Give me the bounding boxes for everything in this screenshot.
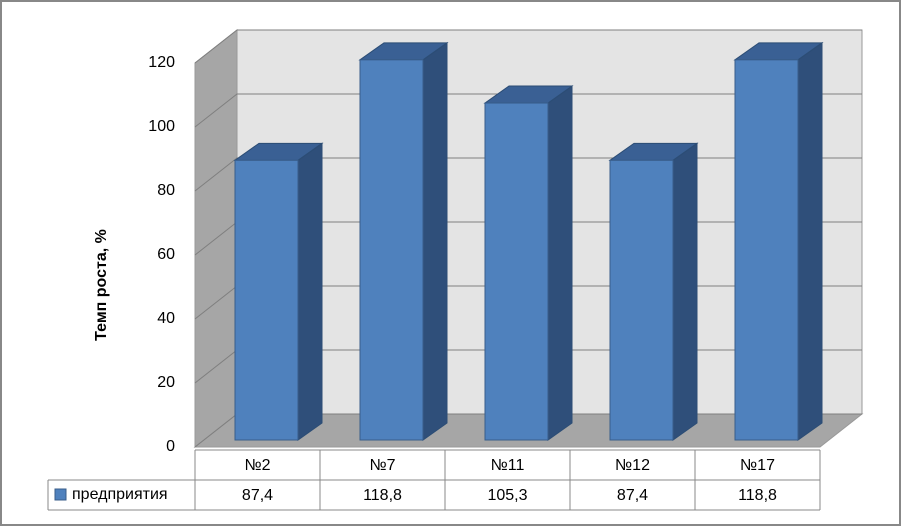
bar [608,142,699,441]
bar-front [234,159,299,441]
y-tick-label: 40 [157,310,175,327]
bar-side [297,142,323,441]
table-value: 105,3 [487,487,527,504]
bar-front [484,102,549,441]
y-tick-label: 20 [157,374,175,391]
table-value: 87,4 [617,487,648,504]
bar [733,41,824,441]
bar [233,142,324,441]
bar [358,41,449,441]
table-value: 118,8 [738,487,777,504]
grid-line [194,29,862,64]
x-tick-label: №12 [615,457,650,474]
legend-key [54,488,67,501]
legend-label: предприятия [72,486,168,503]
table-value: 87,4 [242,487,273,504]
bar-side [422,41,448,441]
bar-front [359,59,424,441]
table-value: 118,8 [363,487,402,504]
x-tick-label: №17 [740,457,775,474]
y-tick-label: 120 [148,54,175,71]
x-tick-label: №2 [244,457,270,474]
bar [483,85,574,441]
y-tick-label: 60 [157,246,175,263]
bar-side [797,41,823,441]
bar-front [609,159,674,441]
bar-front [734,59,799,441]
y-axis-label: Темп роста, % [93,229,110,341]
data-table [47,449,821,511]
y-tick-label: 100 [148,118,175,135]
bars [233,41,824,441]
x-tick-label: №11 [491,457,525,474]
bar-side [672,142,698,441]
bar-side [547,85,573,441]
x-tick-label: №7 [369,457,395,474]
grid-line [194,93,862,128]
y-tick-label: 80 [157,182,175,199]
y-tick-label: 0 [166,438,175,455]
